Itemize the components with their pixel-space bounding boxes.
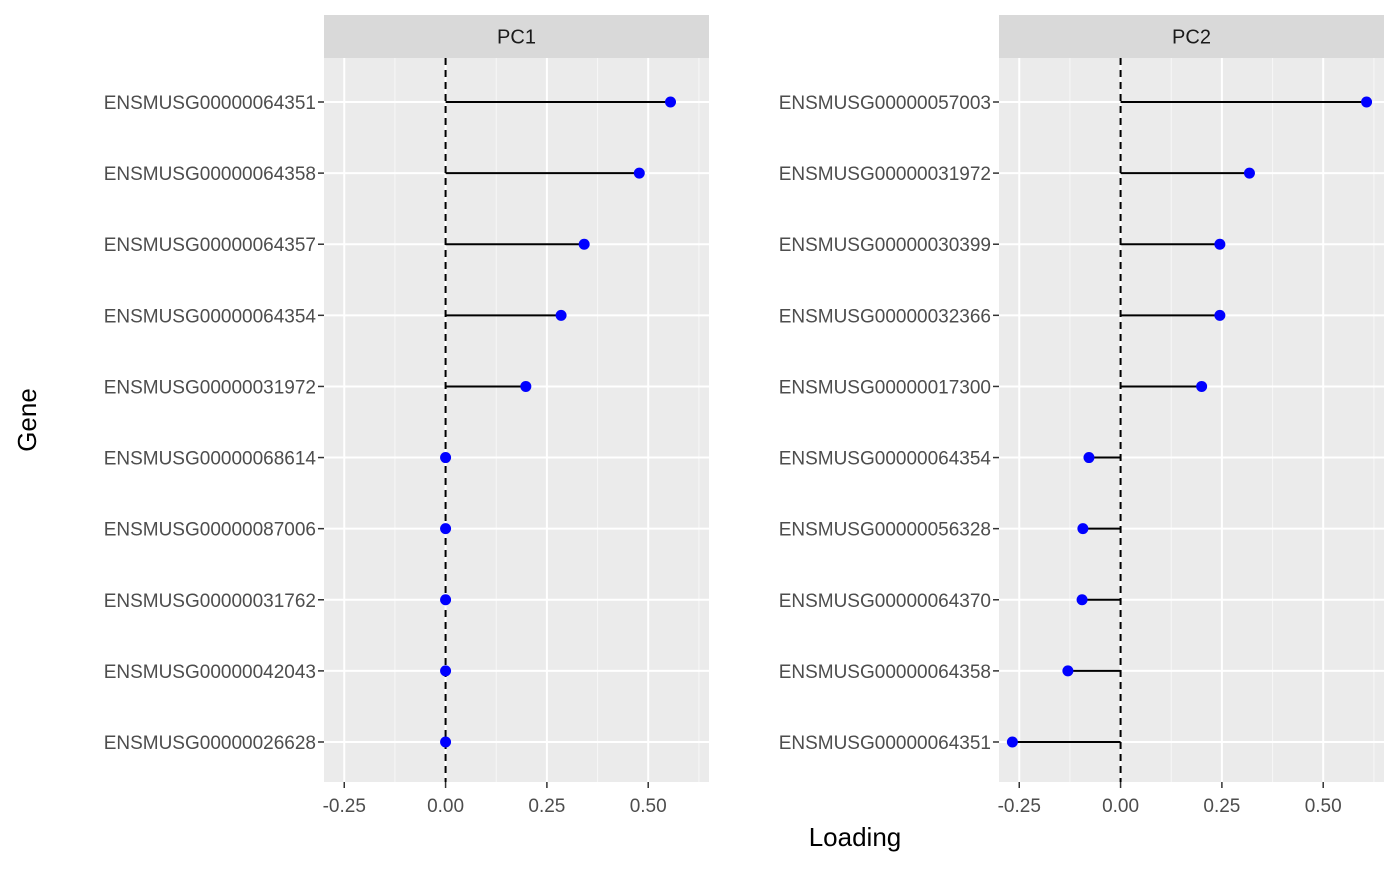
y-tick-label: ENSMUSG00000064351 [779, 733, 991, 754]
y-tick-label: ENSMUSG00000064358 [779, 662, 991, 683]
lollipop-point [1214, 238, 1226, 250]
lollipop-point [440, 452, 452, 464]
lollipop-point [440, 665, 452, 677]
lollipop-point [1006, 736, 1018, 748]
panel-pc2: PC2 ENSMUSG00000057003 ENSMUSG00000031972 E… [779, 15, 1384, 817]
x-tick-label: 0.00 [427, 796, 464, 817]
y-tick-label: ENSMUSG00000057003 [779, 93, 991, 114]
x-tick-label: 0.50 [630, 796, 667, 817]
y-tick-label: ENSMUSG00000064351 [104, 93, 316, 114]
lollipop-point [665, 96, 676, 108]
y-tick-label: ENSMUSG00000064358 [104, 164, 316, 185]
x-tick-label: 0.25 [1203, 796, 1240, 817]
y-tick-label: ENSMUSG00000031762 [104, 591, 316, 612]
x-tick-label: 0.00 [1102, 796, 1139, 817]
y-tick-label: ENSMUSG00000030399 [779, 235, 991, 256]
y-tick-label: ENSMUSG00000031972 [104, 377, 316, 398]
lollipop-point [1083, 452, 1095, 464]
lollipop-point [440, 594, 452, 606]
lollipop-point [578, 238, 590, 250]
lollipop-point [520, 380, 532, 392]
lollipop-point [1062, 665, 1074, 677]
x-axis-label: Loading [809, 822, 902, 852]
panel-background [999, 58, 1384, 782]
x-tick-label: 0.25 [528, 796, 565, 817]
lollipop-point [1196, 380, 1208, 392]
lollipop-point [633, 167, 645, 179]
y-tick-label: ENSMUSG00000064370 [779, 591, 991, 612]
lollipop-point [1361, 96, 1373, 108]
lollipop-point [1243, 167, 1255, 179]
facet-strip [324, 15, 709, 58]
panel-pc1: PC1 ENSMUSG00000064351 ENSMUSG00000064358 E… [104, 15, 709, 817]
y-tick-label: ENSMUSG00000068614 [104, 449, 317, 470]
lollipop-point [440, 736, 452, 748]
facet-strip-label: PC1 [497, 27, 536, 49]
y-tick-label: ENSMUSG00000087006 [104, 520, 316, 541]
lollipop-point [1214, 309, 1226, 321]
x-tick-label: -0.25 [998, 796, 1041, 817]
lollipop-point [440, 523, 452, 535]
y-tick-label: ENSMUSG00000032366 [779, 306, 991, 327]
y-axis-label: Gene [12, 388, 42, 452]
x-tick-label: 0.50 [1305, 796, 1342, 817]
y-tick-label: ENSMUSG00000064354 [104, 306, 317, 327]
panel-background [324, 58, 709, 782]
y-tick-label: ENSMUSG00000017300 [779, 377, 991, 398]
facet-strip-label: PC2 [1172, 27, 1211, 49]
facet-strip [999, 15, 1384, 58]
y-tick-label: ENSMUSG00000031972 [779, 164, 991, 185]
y-tick-label: ENSMUSG00000026628 [104, 733, 316, 754]
y-tick-label: ENSMUSG00000064357 [104, 235, 316, 256]
y-tick-label: ENSMUSG00000042043 [104, 662, 316, 683]
lollipop-point [555, 309, 567, 321]
panels-layer: PC1 ENSMUSG00000064351 ENSMUSG00000064358 E… [104, 15, 1384, 817]
y-tick-label: ENSMUSG00000056328 [779, 520, 991, 541]
x-tick-label: -0.25 [323, 796, 366, 817]
lollipop-point [1077, 523, 1089, 535]
y-tick-label: ENSMUSG00000064354 [779, 449, 992, 470]
lollipop-point [1076, 594, 1088, 606]
